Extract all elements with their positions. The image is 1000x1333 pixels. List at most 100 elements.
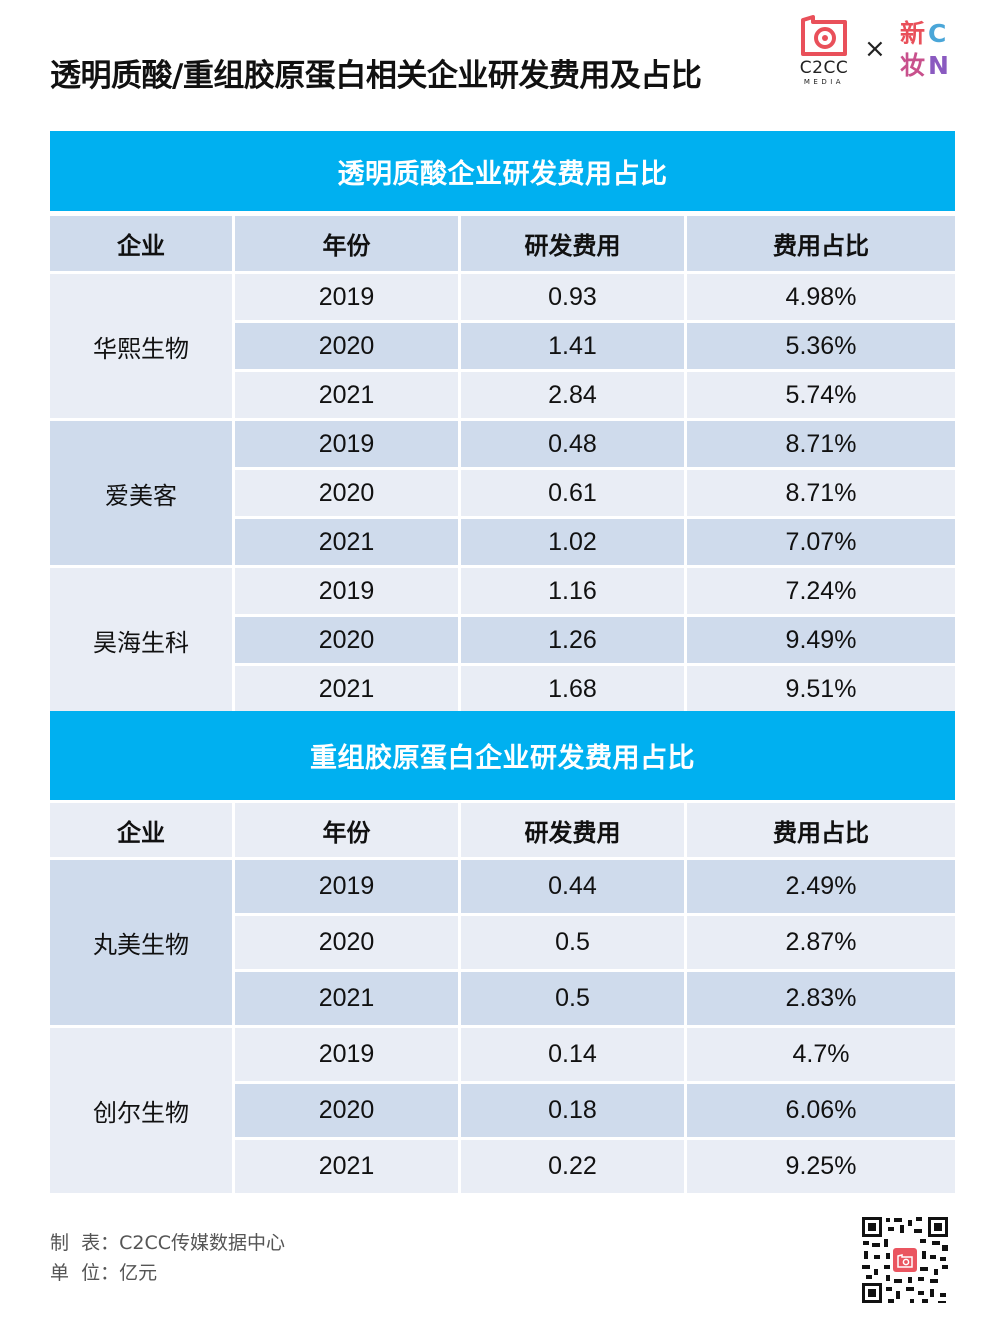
year-cell: 2020: [235, 1084, 458, 1137]
page-title: 透明质酸/重组胶原蛋白相关企业研发费用及占比: [50, 58, 702, 94]
xin-char: 新: [900, 19, 926, 48]
cost-cell: 1.26: [461, 617, 684, 663]
camera-icon: [801, 15, 847, 56]
ratio-cell: 6.06%: [687, 1084, 955, 1137]
zhuang-char: 妆: [900, 51, 926, 80]
logo-c-glyph: C: [928, 19, 947, 48]
ratio-cell: 7.24%: [687, 568, 955, 614]
cost-cell: 0.22: [461, 1140, 684, 1193]
cost-cell: 0.93: [461, 274, 684, 320]
company-cell: 华熙生物: [50, 274, 232, 418]
year-cell: 2020: [235, 470, 458, 516]
header-cost: 研发费用: [461, 216, 684, 271]
ratio-cell: 4.98%: [687, 274, 955, 320]
company-group: 昊海生科 2019 1.16 7.24% 2020 1.26 9.49% 202…: [50, 568, 955, 712]
c2cc-logo-text: C2CC: [799, 58, 849, 78]
table-row: 2020 0.18 6.06%: [235, 1084, 955, 1137]
ratio-cell: 7.07%: [687, 519, 955, 565]
table-header-row: 企业 年份 研发费用 费用占比: [50, 216, 955, 271]
table-banner: 透明质酸企业研发费用占比: [50, 131, 955, 211]
year-cell: 2021: [235, 519, 458, 565]
cost-cell: 0.61: [461, 470, 684, 516]
times-separator: ×: [864, 34, 886, 64]
hyaluronic-acid-table: 透明质酸企业研发费用占比 企业 年份 研发费用 费用占比 华熙生物 2019 0…: [50, 131, 955, 712]
table-row: 2021 1.68 9.51%: [235, 666, 955, 712]
ratio-cell: 9.49%: [687, 617, 955, 663]
ratio-cell: 2.49%: [687, 860, 955, 913]
table-row: 2019 0.14 4.7%: [235, 1028, 955, 1081]
unit-value: 亿元: [119, 1262, 158, 1284]
cost-cell: 1.68: [461, 666, 684, 712]
year-cell: 2019: [235, 860, 458, 913]
cost-cell: 0.14: [461, 1028, 684, 1081]
header-year: 年份: [235, 803, 458, 857]
logo-n-glyph: N: [928, 51, 949, 80]
table-row: 2019 1.16 7.24%: [235, 568, 955, 614]
ratio-cell: 9.51%: [687, 666, 955, 712]
table-row: 2021 2.84 5.74%: [235, 372, 955, 418]
footer-notes: 制 表：C2CC传媒数据中心 单 位：亿元: [50, 1228, 285, 1288]
year-cell: 2019: [235, 568, 458, 614]
header-ratio: 费用占比: [687, 803, 955, 857]
year-cell: 2020: [235, 916, 458, 969]
year-cell: 2020: [235, 323, 458, 369]
table-row: 2019 0.93 4.98%: [235, 274, 955, 320]
recombinant-collagen-table: 重组胶原蛋白企业研发费用占比 企业 年份 研发费用 费用占比 丸美生物 2019…: [50, 711, 955, 1193]
company-group: 华熙生物 2019 0.93 4.98% 2020 1.41 5.36% 202…: [50, 274, 955, 418]
cost-cell: 0.18: [461, 1084, 684, 1137]
table-row: 2021 0.22 9.25%: [235, 1140, 955, 1193]
ratio-cell: 9.25%: [687, 1140, 955, 1193]
header-company: 企业: [50, 216, 232, 271]
cost-cell: 1.16: [461, 568, 684, 614]
table-row: 2020 0.61 8.71%: [235, 470, 955, 516]
table-row: 2019 0.44 2.49%: [235, 860, 955, 913]
maker-value: C2CC传媒数据中心: [119, 1232, 285, 1254]
header-ratio: 费用占比: [687, 216, 955, 271]
table-row: 2020 1.41 5.36%: [235, 323, 955, 369]
year-cell: 2021: [235, 1140, 458, 1193]
cost-cell: 1.41: [461, 323, 684, 369]
table-row: 2021 1.02 7.07%: [235, 519, 955, 565]
header-company: 企业: [50, 803, 232, 857]
year-cell: 2019: [235, 1028, 458, 1081]
table-banner: 重组胶原蛋白企业研发费用占比: [50, 711, 955, 800]
qr-code-icon: [860, 1215, 950, 1305]
cost-cell: 0.5: [461, 972, 684, 1025]
ratio-cell: 5.74%: [687, 372, 955, 418]
cost-cell: 0.48: [461, 421, 684, 467]
table-row: 2021 0.5 2.83%: [235, 972, 955, 1025]
company-group: 创尔生物 2019 0.14 4.7% 2020 0.18 6.06% 2021…: [50, 1028, 955, 1193]
ratio-cell: 5.36%: [687, 323, 955, 369]
cost-cell: 0.44: [461, 860, 684, 913]
media-logo-text: MEDIA: [803, 78, 845, 86]
cost-cell: 1.02: [461, 519, 684, 565]
maker-line: 制 表：C2CC传媒数据中心: [50, 1228, 285, 1258]
year-cell: 2021: [235, 372, 458, 418]
maker-label: 制 表：: [50, 1232, 120, 1254]
unit-label: 单 位：: [50, 1262, 120, 1284]
ratio-cell: 2.87%: [687, 916, 955, 969]
company-group: 爱美客 2019 0.48 8.71% 2020 0.61 8.71% 2021…: [50, 421, 955, 565]
company-cell: 创尔生物: [50, 1028, 232, 1193]
ratio-cell: 4.7%: [687, 1028, 955, 1081]
company-cell: 丸美生物: [50, 860, 232, 1025]
company-cell: 昊海生科: [50, 568, 232, 712]
table-row: 2019 0.48 8.71%: [235, 421, 955, 467]
table-header-row: 企业 年份 研发费用 费用占比: [50, 803, 955, 857]
table-row: 2020 1.26 9.49%: [235, 617, 955, 663]
year-cell: 2019: [235, 274, 458, 320]
ratio-cell: 2.83%: [687, 972, 955, 1025]
year-cell: 2020: [235, 617, 458, 663]
ratio-cell: 8.71%: [687, 470, 955, 516]
year-cell: 2019: [235, 421, 458, 467]
cost-cell: 0.5: [461, 916, 684, 969]
header-year: 年份: [235, 216, 458, 271]
c2cc-media-logo: C2CC MEDIA: [793, 14, 855, 90]
ratio-cell: 8.71%: [687, 421, 955, 467]
company-cell: 爱美客: [50, 421, 232, 565]
company-group: 丸美生物 2019 0.44 2.49% 2020 0.5 2.87% 2021…: [50, 860, 955, 1025]
year-cell: 2021: [235, 972, 458, 1025]
year-cell: 2021: [235, 666, 458, 712]
xinzhuang-logo: 新 C 妆 N: [898, 18, 962, 88]
cost-cell: 2.84: [461, 372, 684, 418]
